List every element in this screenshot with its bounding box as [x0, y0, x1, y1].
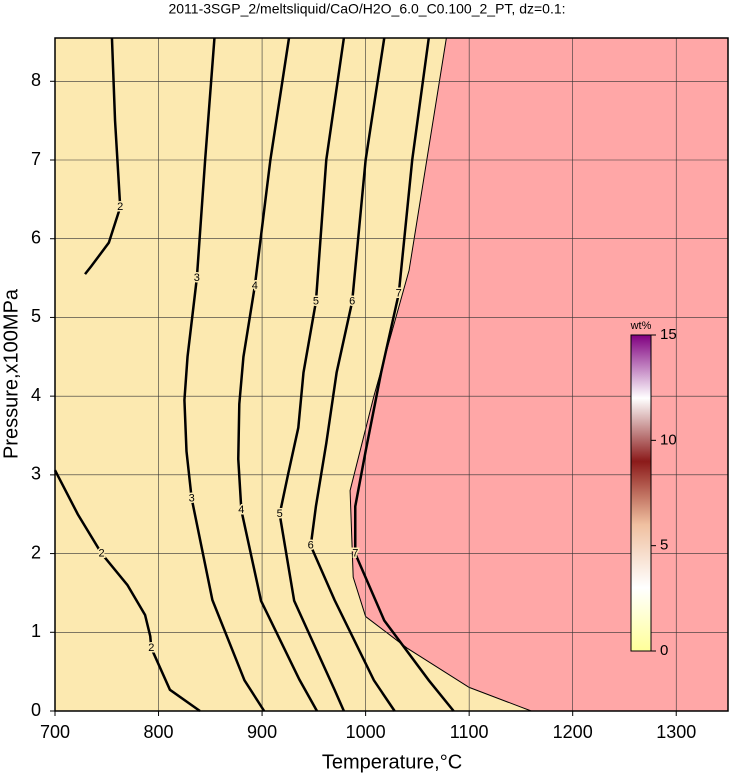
colorbar-tick-label: 0	[660, 642, 668, 659]
colorbar	[630, 334, 652, 652]
x-tick-label: 1100	[450, 722, 489, 742]
y-tick-label: 6	[31, 227, 41, 247]
contour-line	[84, 37, 122, 275]
contour-label: 4	[238, 504, 244, 516]
contour-label: 6	[308, 540, 314, 552]
contour-label: 7	[396, 288, 402, 300]
x-tick-label: 1200	[553, 722, 593, 742]
x-axis-label: Temperature,°C	[322, 751, 462, 773]
contour-line	[309, 37, 396, 712]
colorbar-label: wt%	[630, 320, 652, 332]
colorbar-tick-label: 15	[660, 326, 677, 343]
y-tick-label: 4	[31, 385, 41, 405]
y-tick-label: 1	[31, 621, 41, 641]
x-tick-label: 1000	[346, 722, 386, 742]
region-boundary	[349, 37, 532, 712]
y-tick-label: 8	[31, 70, 41, 90]
contour-label: 2	[117, 201, 123, 213]
colorbar-tick-label: 5	[660, 537, 668, 554]
contour-line	[237, 37, 319, 712]
contour-line	[183, 37, 266, 712]
x-tick-label: 700	[40, 722, 70, 742]
y-tick-label: 2	[31, 542, 41, 562]
y-axis-label: Pressure,x100MPa	[0, 288, 22, 459]
x-tick-label: 1300	[656, 722, 696, 742]
contour-label: 2	[99, 547, 105, 559]
plot-frame	[54, 37, 729, 712]
contour-line	[53, 469, 201, 713]
contour-label: 4	[252, 280, 258, 292]
chart-title: 2011-3SGP_2/meltsliquid/CaO/H2O_6.0_C0.1…	[168, 1, 565, 17]
colorbar-tick-label: 10	[660, 431, 677, 448]
contour-label: 3	[194, 272, 200, 284]
contour-label: 2	[148, 642, 154, 654]
contour-label: 7	[352, 547, 358, 559]
contour-line	[278, 37, 346, 712]
y-tick-label: 3	[31, 464, 41, 484]
contour-label: 6	[349, 296, 355, 308]
x-tick-label: 900	[247, 722, 277, 742]
contour-label: 5	[277, 508, 283, 520]
contour-line	[354, 37, 455, 712]
contour-label: 3	[189, 492, 195, 504]
y-tick-label: 7	[31, 149, 41, 169]
y-tick-label: 5	[31, 306, 41, 326]
contour-label: 5	[313, 296, 319, 308]
y-tick-label: 0	[31, 700, 41, 720]
x-tick-label: 800	[144, 722, 174, 742]
